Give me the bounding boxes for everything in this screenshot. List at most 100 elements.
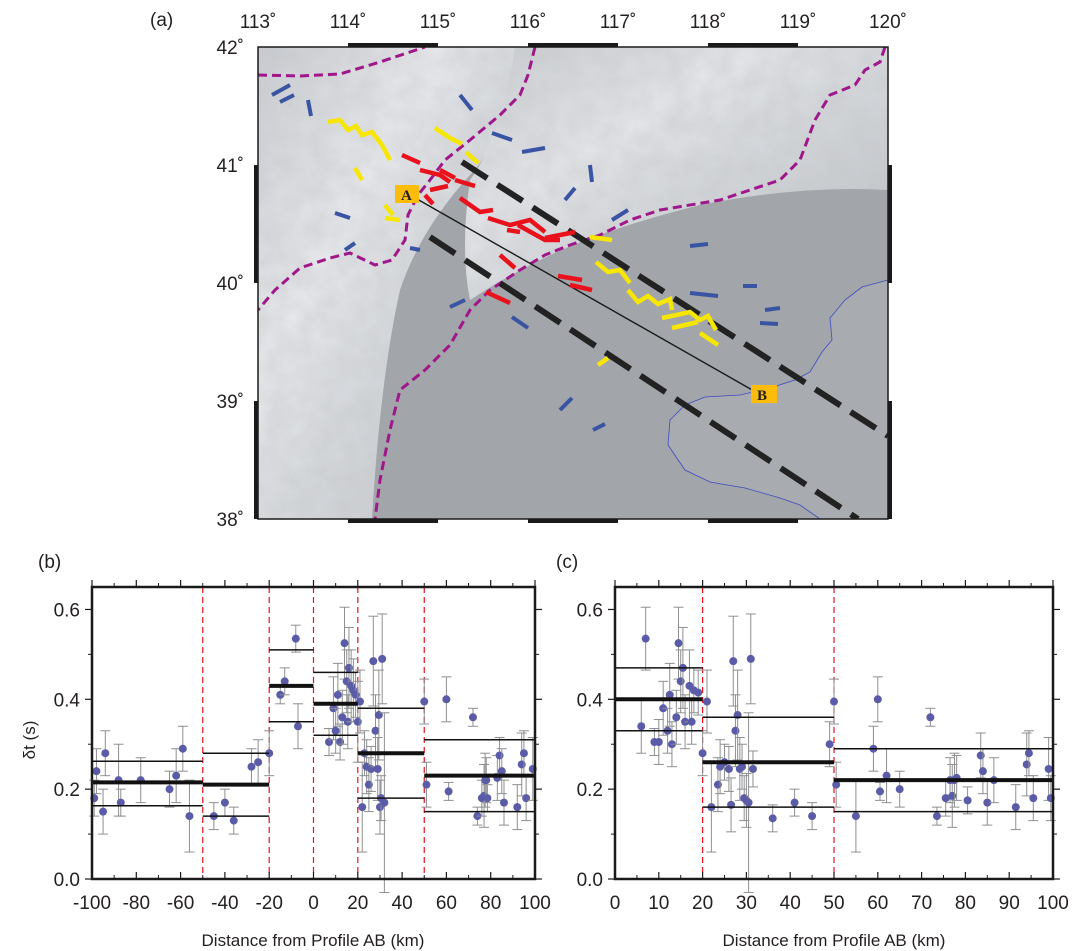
data-point [178, 744, 187, 753]
x-tick-label: -40 [211, 893, 238, 914]
data-point [744, 798, 753, 807]
data-point [672, 713, 681, 722]
data-point [654, 737, 663, 746]
data-point [165, 785, 174, 794]
data-point [380, 798, 389, 807]
data-point [442, 695, 451, 704]
x-tick-label: 70 [911, 893, 932, 914]
longitude-tick-label: 120˚ [869, 12, 907, 33]
profile-endpoint-a: A [395, 185, 419, 204]
x-tick-label: 0 [610, 893, 621, 914]
data-point [698, 749, 707, 758]
data-point [948, 791, 957, 800]
data-point [674, 639, 683, 648]
longitude-tick-label: 117˚ [600, 12, 637, 33]
data-point [351, 690, 360, 699]
data-point [331, 726, 340, 735]
x-tick-label: -100 [73, 893, 111, 914]
boundary-northwest [258, 47, 426, 78]
x-tick-label: 60 [436, 893, 457, 914]
data-point [825, 740, 834, 749]
data-point [724, 764, 733, 773]
swath-north-edge [460, 159, 888, 439]
data-point [768, 814, 777, 823]
x-tick-label: -80 [123, 893, 150, 914]
data-point [713, 780, 722, 789]
data-point [983, 798, 992, 807]
data-point [483, 794, 492, 803]
x-tick-label: 100 [519, 893, 551, 914]
tectonic-boundaries [258, 47, 887, 519]
data-point [808, 812, 817, 821]
data-point [422, 780, 431, 789]
data-point [1024, 749, 1033, 758]
data-point [687, 717, 696, 726]
data-point [637, 722, 646, 731]
plot-area-b: -100 -80 -60 -40 -20 0 20 40 60 80 100 0.0 0.2 0.4 0.6 [54, 580, 551, 914]
data-point [895, 785, 904, 794]
data-point [172, 771, 181, 780]
data-point [519, 749, 528, 758]
boundary-yanshan [373, 47, 887, 519]
data-point [333, 690, 342, 699]
data-point [665, 690, 674, 699]
x-axis-title-c: Distance from Profile AB (km) [723, 931, 946, 950]
data-point [748, 764, 757, 773]
data-point [746, 654, 755, 663]
y-tick-label: 0.4 [577, 690, 604, 711]
data-point [1011, 803, 1020, 812]
mountain-relief-texture-north [465, 47, 888, 300]
data-point [694, 688, 703, 697]
profile-line-ab [402, 190, 762, 396]
data-point [291, 634, 300, 643]
latitude-tick-label: 41˚ [217, 156, 244, 177]
data-point [702, 697, 711, 706]
yellow-fast-axis-segments [327, 117, 720, 367]
data-point [101, 749, 110, 758]
data-point [851, 812, 860, 821]
y-tick-label: 0.4 [54, 690, 81, 711]
data-point [830, 697, 838, 706]
data-point [374, 711, 383, 720]
data-point [941, 794, 950, 803]
data-point [364, 780, 373, 789]
data-point [99, 807, 108, 816]
x-tick-label: 60 [867, 893, 888, 914]
data-point [882, 771, 891, 780]
data-point [92, 767, 101, 776]
data-point [338, 713, 347, 722]
y-tick-label: 0.2 [577, 780, 603, 801]
data-point [378, 654, 387, 663]
latitude-tick-label: 42˚ [217, 38, 244, 59]
data-point [358, 803, 367, 812]
data-point [978, 767, 987, 776]
y-tick-label: 0.0 [54, 870, 80, 891]
latitude-tick-labels: 42˚ 41˚ 40˚ 39˚ 38˚ [217, 38, 244, 531]
x-tick-label: 40 [392, 893, 413, 914]
red-fast-axis-segments [401, 152, 593, 306]
data-point [254, 758, 263, 767]
panel-label-b: (b) [38, 552, 61, 573]
data-point [513, 803, 522, 812]
data-point [325, 737, 334, 746]
boundary-taihang [258, 47, 537, 311]
x-tick-label: 100 [1037, 893, 1069, 914]
data-point [353, 717, 362, 726]
data-point [517, 760, 526, 769]
x-tick-label: -60 [167, 893, 194, 914]
data-point [790, 798, 799, 807]
data-point [963, 796, 972, 805]
data-point [932, 812, 941, 821]
longitude-tick-label: 116˚ [510, 12, 547, 33]
x-tick-label: -20 [255, 893, 282, 914]
data-point [497, 767, 506, 776]
map-panel-a: (a) [150, 10, 907, 531]
latitude-tick-label: 39˚ [217, 392, 244, 413]
longitude-tick-label: 118˚ [690, 12, 727, 33]
longitude-tick-label: 114˚ [330, 12, 367, 33]
data-point [220, 798, 229, 807]
data-point [738, 762, 747, 771]
data-point [482, 776, 491, 785]
data-point [247, 762, 256, 771]
